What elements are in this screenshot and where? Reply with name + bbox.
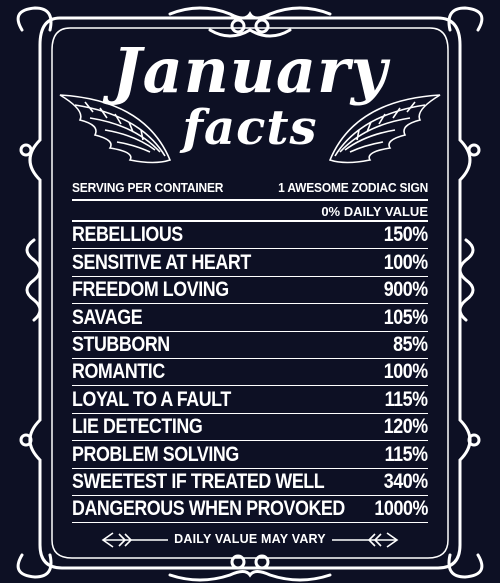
footer: DAILY VALUE MAY VARY (0, 530, 500, 550)
fact-name: SWEETEST IF TREATED WELL (72, 469, 325, 493)
fact-row: PROBLEM SOLVING 115% (72, 441, 428, 469)
serving-value: 1 AWESOME ZODIAC SIGN (278, 180, 429, 195)
fact-row: FREEDOM LOVING 900% (72, 277, 428, 305)
right-wing-icon (328, 94, 441, 164)
fact-value: 115% (385, 387, 428, 411)
fact-row: SENSITIVE AT HEART 100% (72, 249, 428, 277)
fact-row: LIE DETECTING 120% (72, 414, 428, 442)
fact-name: DANGEROUS WHEN PROVOKED (72, 497, 345, 521)
fact-value: 150% (384, 223, 428, 247)
fact-value: 100% (384, 360, 428, 384)
fact-name: PROBLEM SOLVING (72, 442, 239, 466)
left-wing-icon (59, 94, 172, 164)
fact-value: 105% (384, 305, 428, 329)
fact-row: LOYAL TO A FAULT 115% (72, 386, 428, 414)
fact-name: FREEDOM LOVING (72, 278, 229, 302)
fact-row: STUBBORN 85% (72, 332, 428, 359)
fact-value: 1000% (374, 497, 429, 521)
fact-name: SENSITIVE AT HEART (72, 250, 251, 274)
fact-value: 120% (384, 415, 428, 439)
fact-row: REBELLIOUS 150% (72, 222, 428, 250)
fact-name: REBELLIOUS (72, 223, 183, 247)
fact-value: 85% (393, 332, 429, 356)
footer-text: DAILY VALUE MAY VARY (168, 532, 332, 546)
fact-name: ROMANTIC (72, 360, 165, 384)
daily-value-label: 0% DAILY VALUE (321, 204, 428, 219)
divider (72, 199, 428, 201)
serving-label: SERVING PER CONTAINER (72, 180, 224, 195)
divider (72, 220, 428, 222)
fact-row: DANGEROUS WHEN PROVOKED 1000% (72, 496, 429, 524)
title-main: January (112, 34, 388, 107)
fact-row: SWEETEST IF TREATED WELL 340% (72, 469, 428, 496)
fact-value: 900% (384, 278, 428, 302)
fact-name: STUBBORN (72, 332, 170, 356)
serving-row: SERVING PER CONTAINER 1 AWESOME ZODIAC S… (72, 180, 428, 198)
fact-value: 340% (384, 469, 428, 493)
fact-value: 100% (384, 250, 428, 274)
title-sub: facts (182, 100, 318, 156)
fact-value: 115% (385, 442, 428, 466)
fact-name: LIE DETECTING (72, 415, 203, 439)
fact-row: SAVAGE 105% (72, 304, 428, 332)
fact-name: SAVAGE (72, 305, 143, 329)
fact-row: ROMANTIC 100% (72, 359, 428, 387)
fact-name: LOYAL TO A FAULT (72, 387, 231, 411)
facts-table: REBELLIOUS 150% SENSITIVE AT HEART 100% FREE… (72, 222, 429, 524)
